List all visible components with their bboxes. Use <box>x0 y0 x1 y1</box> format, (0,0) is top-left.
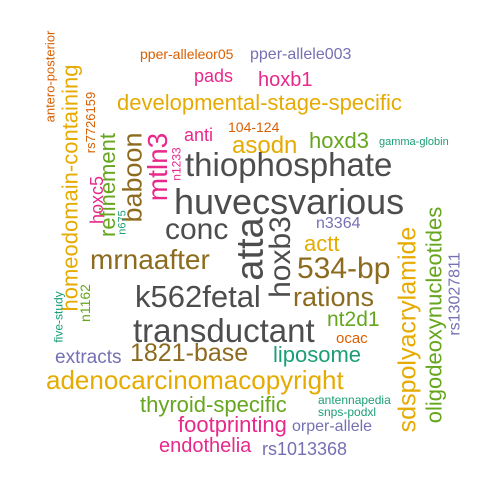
word: ocac <box>336 330 368 347</box>
word: homeodomain-containing <box>57 64 83 312</box>
word: asodn <box>232 132 298 159</box>
word: sdspolyacrylamide <box>393 226 422 432</box>
word: actt <box>304 231 340 256</box>
word: 534-bp <box>297 252 391 285</box>
word: rs13027811 <box>446 252 464 336</box>
word: hoxb3 <box>263 216 297 298</box>
word: pper-alleleor05 <box>140 46 234 62</box>
word: endothelia <box>159 435 252 457</box>
word: hoxb1 <box>258 69 313 91</box>
word: pads <box>194 66 234 86</box>
word: liposome <box>273 342 362 367</box>
word: anti <box>184 125 214 145</box>
word: extracts <box>55 347 122 368</box>
word: n1162 <box>76 284 93 322</box>
word: snps-podxl <box>318 405 377 419</box>
word: rs1013368 <box>262 439 348 459</box>
word: antennapedia <box>318 393 391 407</box>
word: conc <box>165 213 229 246</box>
word: orper-allele <box>292 418 373 435</box>
word: k562fetal <box>135 279 261 314</box>
word: adenocarcinomacopyright <box>46 365 344 395</box>
word: transductant <box>133 312 315 349</box>
word: antero-posterior <box>42 30 58 122</box>
word: nt2d1 <box>327 308 380 331</box>
word: hoxc5 <box>87 175 108 225</box>
word: huvecsvarious <box>174 181 405 222</box>
word: 1821-base <box>130 339 249 367</box>
word: rations <box>293 282 375 312</box>
word: hoxd3 <box>309 128 369 153</box>
word: five-study <box>51 291 66 343</box>
word: pper-allele003 <box>250 46 352 63</box>
word: thyroid-specific <box>140 392 287 417</box>
word: thiophosphate <box>185 146 393 183</box>
word: gamma-globin <box>379 136 449 148</box>
word: n675 <box>116 209 129 235</box>
word: footprinting <box>178 412 287 437</box>
word: developmental-stage-specific <box>117 90 402 115</box>
word: n3364 <box>316 215 361 232</box>
word: mrnaafter <box>90 244 210 275</box>
word: mtln3 <box>142 132 174 202</box>
word: n1233 <box>169 147 184 181</box>
word: oligodeoxynucleotides <box>420 206 446 424</box>
word: 104-124 <box>228 119 280 135</box>
